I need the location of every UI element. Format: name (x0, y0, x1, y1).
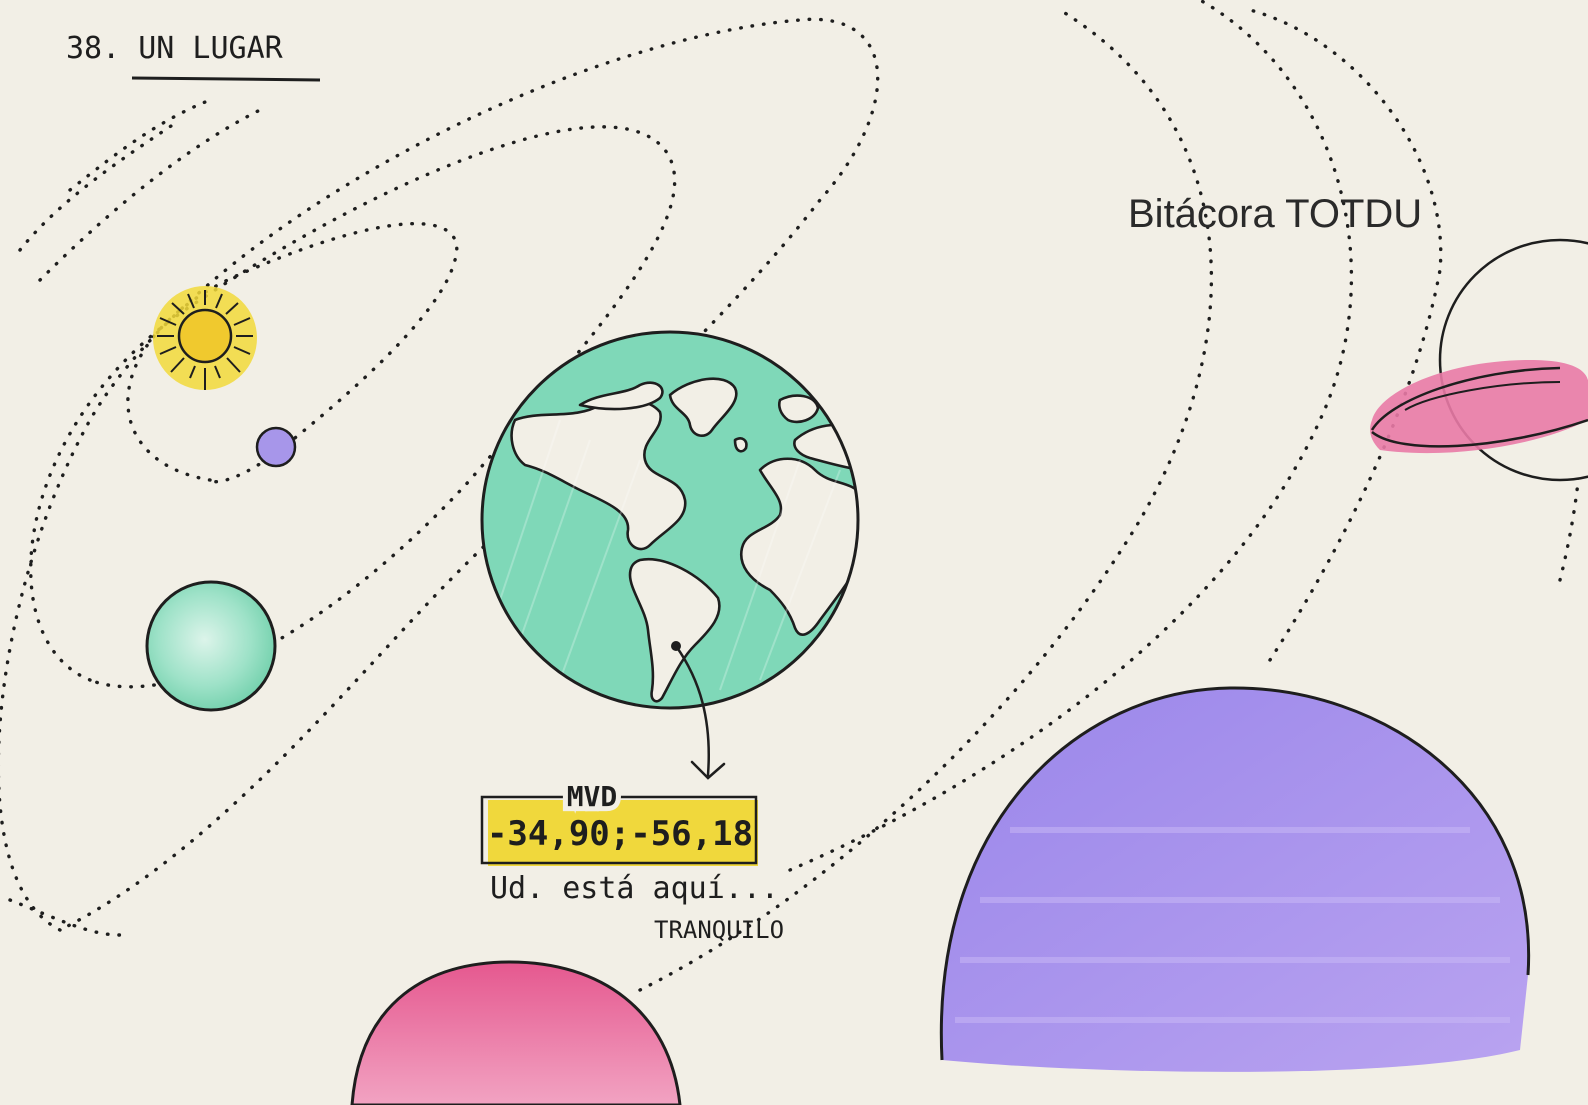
orbit-edge (1248, 8, 1443, 662)
coordinates-label: -34,90;-56,18 (487, 814, 753, 854)
caption-here: Ud. está aquí... (490, 871, 779, 906)
watermark-text: Bitácora TOTDU (1128, 192, 1422, 236)
purple-planet (939, 686, 1531, 1072)
arrow-icon (674, 644, 726, 780)
earth-globe (480, 330, 860, 710)
location-label-box: MVD -34,90;-56,18 (480, 775, 758, 866)
orbit-far-2 (38, 108, 262, 282)
pink-planet (350, 960, 682, 1105)
sun-icon (153, 286, 257, 390)
orbit-far-3 (68, 98, 212, 192)
city-code-label: MVD (567, 780, 618, 813)
orbit-left-bottom (8, 898, 122, 937)
caption-calm: TRANQUILO (654, 916, 784, 944)
title-underline (131, 76, 321, 82)
green-planet (145, 580, 277, 712)
small-purple-planet (255, 426, 297, 468)
page-title: 38. UN LUGAR (66, 31, 284, 66)
orbit-far-1 (18, 118, 182, 252)
ringed-planet (1370, 238, 1588, 482)
orbit-largest (788, 0, 1354, 872)
